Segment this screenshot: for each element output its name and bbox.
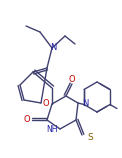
Text: N: N [50,43,56,52]
Text: O: O [24,115,30,125]
Text: N: N [82,98,88,107]
Text: S: S [87,133,93,142]
Text: O: O [69,75,75,83]
Text: O: O [43,100,49,109]
Text: NH: NH [46,125,58,134]
